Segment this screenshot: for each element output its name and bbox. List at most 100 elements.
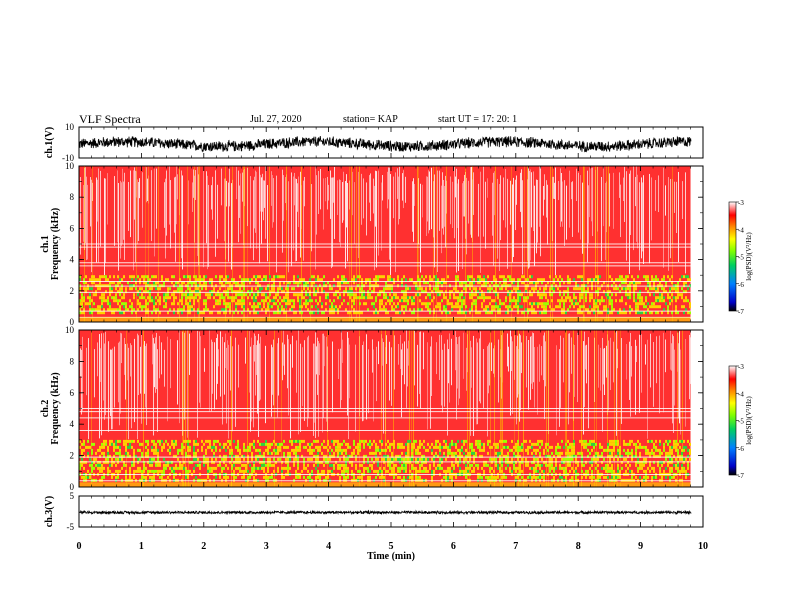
psd-cell	[169, 448, 171, 452]
psd-cell	[359, 275, 361, 279]
psd-cell	[597, 475, 599, 479]
psd-cell	[585, 293, 587, 297]
psd-cell	[107, 469, 109, 473]
psd-cell	[341, 278, 343, 282]
psd-cell	[279, 302, 281, 306]
psd-cell	[205, 451, 207, 455]
psd-cell	[261, 278, 263, 282]
noise-streak	[165, 178, 166, 259]
psd-cell	[509, 448, 511, 452]
psd-cell	[299, 278, 301, 282]
psd-cell	[533, 466, 535, 470]
psd-cell	[485, 296, 487, 300]
noise-streak	[650, 333, 651, 388]
noise-streak	[296, 340, 297, 393]
psd-cell	[163, 299, 165, 303]
psd-cell	[345, 290, 347, 294]
noise-streak	[373, 349, 374, 422]
noise-streak	[80, 348, 81, 377]
psd-cell	[523, 296, 525, 300]
psd-cell	[653, 445, 655, 449]
noise-streak	[199, 331, 200, 403]
psd-cell	[467, 278, 469, 282]
noise-streak	[349, 344, 350, 399]
psd-cell	[265, 293, 267, 297]
psd-cell	[219, 299, 221, 303]
psd-cell	[345, 466, 347, 470]
psd-cell	[657, 299, 659, 303]
psd-cell	[281, 466, 283, 470]
psd-cell	[97, 311, 99, 315]
psd-cell	[509, 275, 511, 279]
psd-cell	[183, 445, 185, 449]
psd-cell	[605, 308, 607, 312]
psd-cell	[143, 463, 145, 467]
psd-cell	[359, 475, 361, 479]
psd-cell	[95, 278, 97, 282]
psd-cell	[421, 442, 423, 446]
psd-cell	[139, 296, 141, 300]
psd-cell	[687, 463, 689, 467]
psd-cell	[263, 275, 265, 279]
noise-streak	[174, 177, 175, 233]
psd-cell	[257, 305, 259, 309]
psd-cell	[529, 281, 531, 285]
psd-cell	[475, 305, 477, 309]
noise-streak	[478, 183, 479, 237]
psd-cell	[435, 281, 437, 285]
psd-cell	[499, 457, 501, 461]
psd-cell	[489, 439, 491, 443]
noise-streak	[477, 342, 478, 425]
psd-cell	[429, 311, 431, 315]
psd-cell	[497, 305, 499, 309]
psd-cell	[399, 454, 401, 458]
psd-cell	[113, 281, 115, 285]
psd-cell	[439, 451, 441, 455]
noise-streak	[342, 182, 343, 223]
psd-cell	[597, 451, 599, 455]
noise-streak	[308, 335, 309, 419]
psd-cell	[685, 475, 687, 479]
psd-cell	[533, 448, 535, 452]
psd-cell	[477, 311, 479, 315]
psd-cell	[379, 308, 381, 312]
psd-cell	[561, 451, 563, 455]
psd-cell	[609, 439, 611, 443]
psd-cell	[277, 275, 279, 279]
noise-streak	[389, 341, 390, 401]
psd-cell	[483, 308, 485, 312]
psd-cell	[515, 445, 517, 449]
psd-cell	[189, 448, 191, 452]
psd-cell	[249, 442, 251, 446]
psd-cell	[213, 296, 215, 300]
psd-cell	[647, 275, 649, 279]
psd-cell	[563, 457, 565, 461]
psd-cell	[441, 460, 443, 464]
psd-cell	[309, 296, 311, 300]
psd-cell	[279, 275, 281, 279]
psd-cell	[631, 448, 633, 452]
psd-cell	[367, 293, 369, 297]
psd-cell	[491, 460, 493, 464]
psd-cell	[545, 445, 547, 449]
psd-cell	[459, 293, 461, 297]
psd-cell	[243, 457, 245, 461]
psd-cell	[255, 299, 257, 303]
psd-cell	[239, 275, 241, 279]
noise-streak	[408, 340, 409, 366]
noise-streak	[604, 348, 605, 396]
psd-cell	[187, 448, 189, 452]
psd-cell	[631, 308, 633, 312]
psd-cell	[607, 296, 609, 300]
psd-cell	[511, 439, 513, 443]
psd-cell	[635, 287, 637, 291]
psd-cell	[321, 290, 323, 294]
psd-cell	[97, 308, 99, 312]
psd-cell	[417, 469, 419, 473]
noise-streak	[414, 183, 415, 206]
psd-cell	[199, 275, 201, 279]
psd-cell	[411, 302, 413, 306]
psd-cell	[561, 308, 563, 312]
psd-cell	[393, 278, 395, 282]
psd-cell	[203, 299, 205, 303]
